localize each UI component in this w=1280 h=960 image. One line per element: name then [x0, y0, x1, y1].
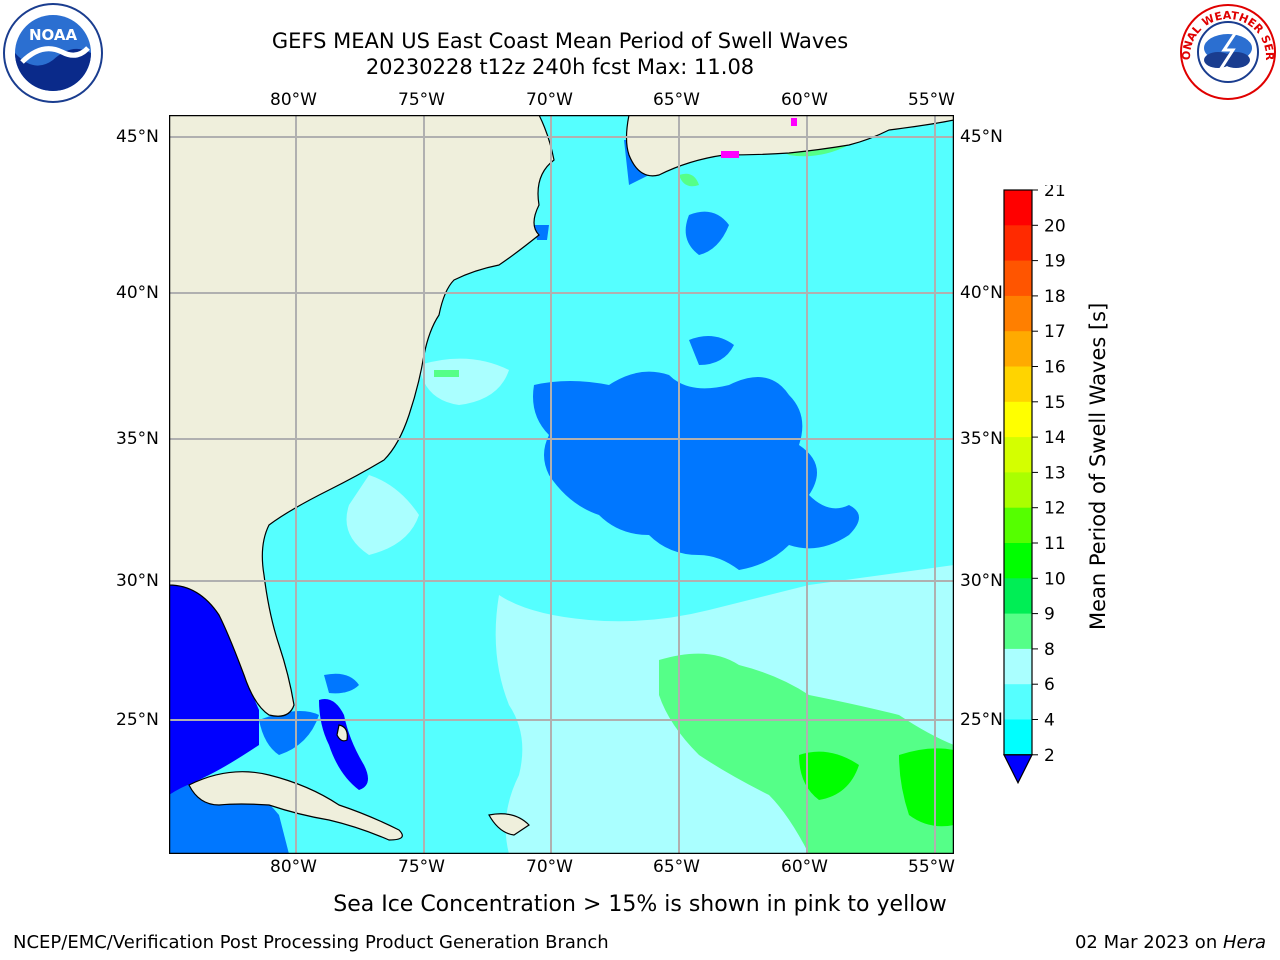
lon-label-bottom: 70°W [526, 857, 573, 877]
nws-logo: NATIONAL WEATHER SERVICE [1178, 2, 1276, 100]
colorbar-tick-label: 2 [1044, 746, 1055, 766]
graticule [169, 115, 954, 854]
lon-label-bottom: 75°W [398, 857, 445, 877]
colorbar-tick-label: 8 [1044, 640, 1055, 660]
lon-label-bottom: 65°W [653, 857, 700, 877]
colorbar-tick-label: 18 [1044, 287, 1066, 307]
colorbar-segment [1004, 507, 1032, 544]
colorbar-tick-label: 19 [1044, 252, 1066, 272]
lat-label-right: 35°N [960, 429, 1003, 449]
lon-label-top: 70°W [526, 90, 573, 110]
lat-label-left: 30°N [116, 571, 159, 591]
canada-maritimes [625, 115, 954, 177]
lat-label-right: 40°N [960, 283, 1003, 303]
colorbar-segment [1004, 401, 1032, 438]
sea-ice-note: Sea Ice Concentration > 15% is shown in … [333, 892, 947, 917]
sea-ice-patches [721, 118, 797, 158]
colorbar-tick-label: 17 [1044, 322, 1066, 342]
colorbar-segment [1004, 190, 1032, 226]
colorbar-tick-label: 10 [1044, 569, 1066, 589]
lat-label-right: 30°N [960, 571, 1003, 591]
footer-branch: NCEP/EMC/Verification Post Processing Pr… [13, 932, 609, 953]
map-subtitle: 20230228 t12z 240h fcst Max: 11.08 [365, 55, 755, 79]
svg-text:NOAA: NOAA [29, 26, 78, 44]
lon-label-top: 80°W [270, 90, 317, 110]
colorbar-tick-label: 13 [1044, 463, 1066, 483]
colorbar-tick-label: 16 [1044, 358, 1066, 378]
hispaniola [488, 813, 530, 836]
colorbar-tick-label: 14 [1044, 428, 1066, 448]
lat-label-left: 25°N [116, 710, 159, 730]
colorbar-segment [1004, 719, 1032, 756]
colorbar-segment [1004, 225, 1032, 262]
lon-label-top: 60°W [781, 90, 828, 110]
lat-label-right: 25°N [960, 710, 1003, 730]
colorbar-segment [1004, 295, 1032, 332]
footer-date-text: 02 Mar 2023 on [1074, 932, 1223, 953]
lon-label-top: 55°W [908, 90, 955, 110]
colorbar-segment [1004, 648, 1032, 685]
footer-date: 02 Mar 2023 on Hera [1075, 932, 1266, 954]
colorbar-label: Mean Period of Swell Waves [s] [1086, 302, 1110, 630]
colorbar-segment [1004, 543, 1032, 579]
colorbar-segment [1004, 366, 1032, 403]
us-mainland [169, 115, 555, 717]
lat-label-right: 45°N [960, 127, 1003, 147]
lon-label-bottom: 80°W [270, 857, 317, 877]
colorbar-tick-label: 12 [1044, 499, 1066, 519]
lat-label-left: 40°N [116, 283, 159, 303]
bahamas-andros [336, 724, 348, 742]
lon-label-bottom: 60°W [781, 857, 828, 877]
footer-machine: Hera [1222, 932, 1266, 953]
colorbar-segment [1004, 578, 1032, 615]
lon-label-top: 65°W [653, 90, 700, 110]
colorbar-tick-label: 20 [1044, 216, 1066, 236]
colorbar-segment [1004, 437, 1032, 473]
lon-label-top: 75°W [398, 90, 445, 110]
colorbar-tick-label: 11 [1044, 534, 1066, 554]
lon-label-bottom: 55°W [908, 857, 955, 877]
colorbar-segment [1004, 613, 1032, 650]
colorbar-segment [1004, 331, 1032, 367]
colorbar-tick-label: 21 [1044, 185, 1066, 201]
colorbar-segment [1004, 260, 1032, 297]
swell-period-map [169, 115, 954, 854]
colorbar-tick-label: 4 [1044, 711, 1055, 731]
colorbar: 21 20 19 18 17 16 15 14 13 12 11 10 9 8 6 4 2 [1003, 185, 1066, 785]
lat-label-left: 35°N [116, 429, 159, 449]
map-frame [169, 115, 954, 854]
colorbar-segment [1004, 684, 1032, 720]
noaa-logo: NOAA [3, 3, 103, 103]
colorbar-under-arrow [1003, 754, 1033, 785]
colorbar-tick-label: 6 [1044, 675, 1055, 695]
colorbar-tick-label: 9 [1044, 605, 1055, 625]
colorbar-segment [1004, 472, 1032, 509]
map-title: GEFS MEAN US East Coast Mean Period of S… [271, 29, 849, 53]
lat-label-left: 45°N [116, 127, 159, 147]
colorbar-tick-label: 15 [1044, 393, 1066, 413]
